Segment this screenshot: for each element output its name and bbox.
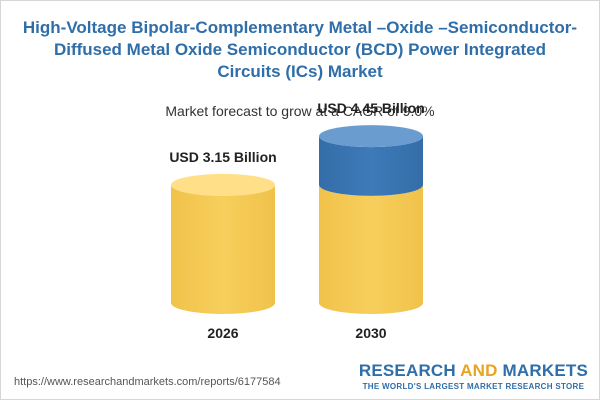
bar-2026-body [171, 184, 275, 314]
bar-2026-top [171, 173, 275, 196]
category-label-2026: 2026 [207, 325, 238, 341]
logo-wordmark: RESEARCH AND MARKETS [359, 362, 588, 380]
bar-2030-growth-top [319, 125, 423, 148]
logo-word-and: AND [460, 361, 498, 380]
logo-tagline: THE WORLD'S LARGEST MARKET RESEARCH STOR… [362, 382, 585, 391]
bar-2030-base-body [319, 184, 423, 314]
bar-2030-growth [319, 125, 423, 196]
category-label-2030: 2030 [355, 325, 386, 341]
source-url[interactable]: https://www.researchandmarkets.com/repor… [14, 376, 281, 388]
chart-subtitle: Market forecast to grow at a CAGR of 9.0… [165, 103, 435, 119]
bar-2030-growth-body [319, 136, 423, 196]
chart-title: High-Voltage Bipolar-Complementary Metal… [22, 18, 578, 81]
bar-2026 [171, 173, 275, 314]
logo-word-markets: MARKETS [497, 361, 588, 380]
logo-word-research: RESEARCH [358, 361, 461, 380]
research-and-markets-logo[interactable]: RESEARCH AND MARKETS THE WORLD'S LARGEST… [359, 362, 588, 392]
bar-2030-base [319, 184, 423, 314]
value-label-2026: USD 3.15 Billion [169, 149, 276, 165]
value-label-2030: USD 4.45 Billion [317, 100, 424, 116]
